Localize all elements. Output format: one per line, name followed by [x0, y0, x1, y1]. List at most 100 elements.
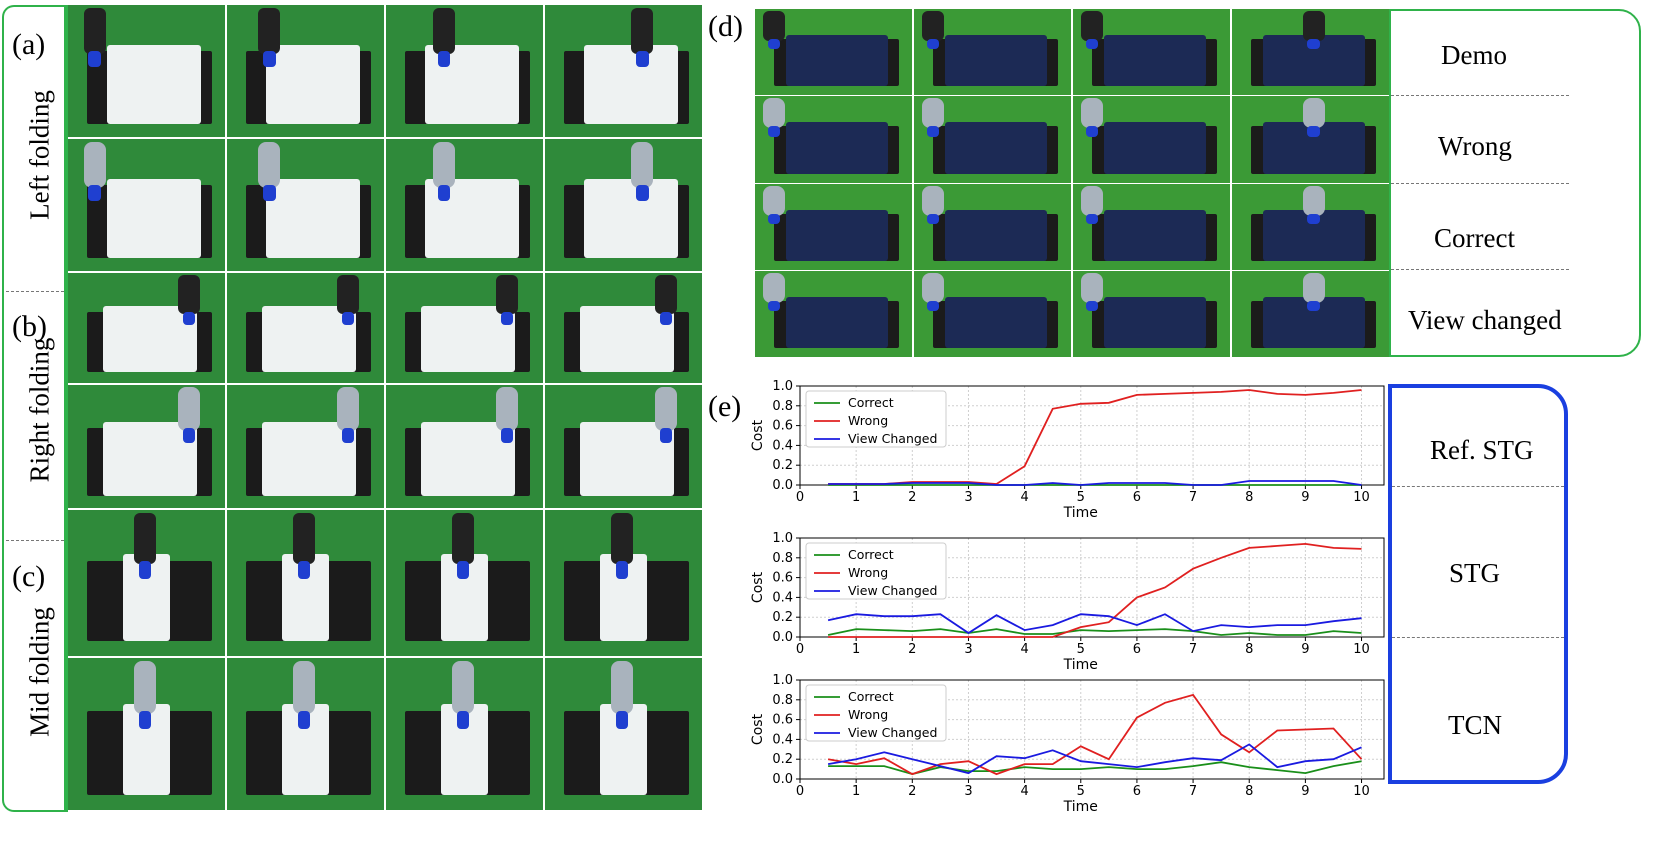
x-tick-label: 1	[852, 784, 860, 799]
y-tick-label: 0.8	[772, 399, 793, 414]
plot-frame	[799, 679, 1385, 780]
d-label-wrong: Wrong	[1438, 131, 1512, 161]
y-tick-label: 0.6	[772, 713, 793, 728]
photo-tile	[1073, 271, 1230, 357]
photo-tile	[545, 385, 702, 508]
x-tick-label: 8	[1245, 784, 1253, 799]
x-tick-label: 6	[1133, 490, 1141, 505]
photo-tile	[68, 385, 225, 508]
photo-tile	[68, 5, 225, 137]
panel-label-d: (d)	[708, 10, 743, 43]
divider-bc	[6, 540, 64, 541]
e-label-ref-stg: Ref. STG	[1430, 435, 1534, 465]
d-frame	[1389, 9, 1641, 357]
y-tick-label: 0.2	[772, 458, 793, 473]
photo-tile	[68, 273, 225, 383]
y-axis-label: Cost	[750, 713, 766, 745]
photo-tile	[386, 5, 543, 137]
series-line-view-changed	[827, 743, 1362, 775]
photo-tile	[545, 658, 702, 810]
x-tick-label: 10	[1353, 642, 1370, 657]
y-tick-label: 1.0	[772, 531, 793, 546]
x-tick-label: 9	[1301, 642, 1309, 657]
x-axis-label: Time	[1063, 505, 1098, 521]
e-label-stg: STG	[1449, 558, 1501, 588]
photo-tile	[545, 139, 702, 271]
x-tick-label: 3	[964, 642, 972, 657]
d-label-correct: Correct	[1434, 223, 1515, 253]
y-tick-label: 1.0	[772, 379, 793, 394]
e-label-tcn: TCN	[1448, 710, 1502, 740]
x-tick-label: 3	[964, 490, 972, 505]
y-tick-label: 0.4	[772, 732, 793, 747]
series-line-wrong	[828, 542, 1362, 638]
d-divider-2	[1391, 183, 1569, 184]
series-line-wrong	[827, 693, 1363, 776]
photo-tile	[1232, 271, 1389, 357]
legend-box	[805, 684, 947, 742]
x-tick-label: 5	[1077, 784, 1085, 799]
y-tick-label: 0.0	[772, 478, 793, 493]
left-frame-right	[64, 5, 68, 812]
x-tick-label: 9	[1301, 784, 1309, 799]
d-divider-1	[1391, 95, 1569, 96]
photo-tile	[386, 510, 543, 656]
panel-label-a: (a)	[12, 28, 46, 61]
left-frame	[2, 5, 68, 812]
y-tick-label: 0.2	[772, 610, 793, 625]
x-tick-label: 10	[1353, 490, 1370, 505]
photo-tile	[914, 271, 1071, 357]
cost-charts: 0 1 2 3 4 5 6 7 8 9 10 0.0 0.2 0.4 0.6 0.8 1.0 Time Cost Co…	[750, 379, 1385, 815]
legend-label: Correct	[848, 547, 894, 562]
x-tick-label: 10	[1353, 784, 1370, 799]
y-tick-label: 0.8	[772, 693, 793, 708]
series-line-correct	[827, 628, 1362, 636]
x-axis-label: Time	[1063, 799, 1098, 815]
panel-label-b: (b)	[12, 310, 47, 343]
photo-tile	[227, 5, 384, 137]
x-tick-label: 2	[908, 490, 916, 505]
x-tick-label: 8	[1245, 642, 1253, 657]
photo-tile	[386, 385, 543, 508]
x-tick-label: 7	[1189, 490, 1197, 505]
x-tick-label: 4	[1020, 490, 1028, 505]
photo-tile	[1073, 96, 1230, 183]
x-tick-label: 9	[1301, 490, 1309, 505]
legend-box	[805, 390, 947, 448]
legend-box	[805, 542, 947, 600]
plot-frame	[799, 537, 1385, 638]
x-tick-label: 6	[1133, 784, 1141, 799]
legend-label: Wrong	[848, 707, 888, 722]
label-right-folding: Right folding	[24, 337, 55, 483]
x-tick-label: 2	[908, 642, 916, 657]
photo-tile	[227, 273, 384, 383]
legend-label: Wrong	[848, 413, 888, 428]
left-photo-grid	[68, 5, 704, 812]
y-tick-label: 0.4	[772, 590, 793, 605]
legend-label: View Changed	[848, 725, 937, 740]
x-tick-label: 4	[1020, 642, 1028, 657]
photo-tile	[1232, 9, 1389, 95]
divider-ab	[6, 291, 64, 292]
x-tick-label: 0	[796, 490, 804, 505]
label-left-folding: Left folding	[24, 90, 55, 220]
photo-tile	[68, 510, 225, 656]
d-photo-grid	[755, 9, 1390, 357]
x-tick-label: 8	[1245, 490, 1253, 505]
x-axis-label: Time	[1063, 657, 1098, 673]
x-tick-label: 0	[796, 784, 804, 799]
x-tick-label: 3	[964, 784, 972, 799]
photo-tile	[227, 385, 384, 508]
x-tick-label: 2	[908, 784, 916, 799]
series-line-view-changed	[827, 613, 1362, 635]
legend-label: View Changed	[848, 583, 937, 598]
photo-tile	[68, 658, 225, 810]
y-tick-label: 0.2	[772, 752, 793, 767]
e-divider-2	[1392, 637, 1564, 638]
d-divider-3	[1391, 269, 1569, 270]
y-tick-label: 0.8	[772, 551, 793, 566]
photo-tile	[227, 510, 384, 656]
photo-tile	[386, 273, 543, 383]
photo-tile	[914, 9, 1071, 95]
x-tick-label: 0	[796, 642, 804, 657]
